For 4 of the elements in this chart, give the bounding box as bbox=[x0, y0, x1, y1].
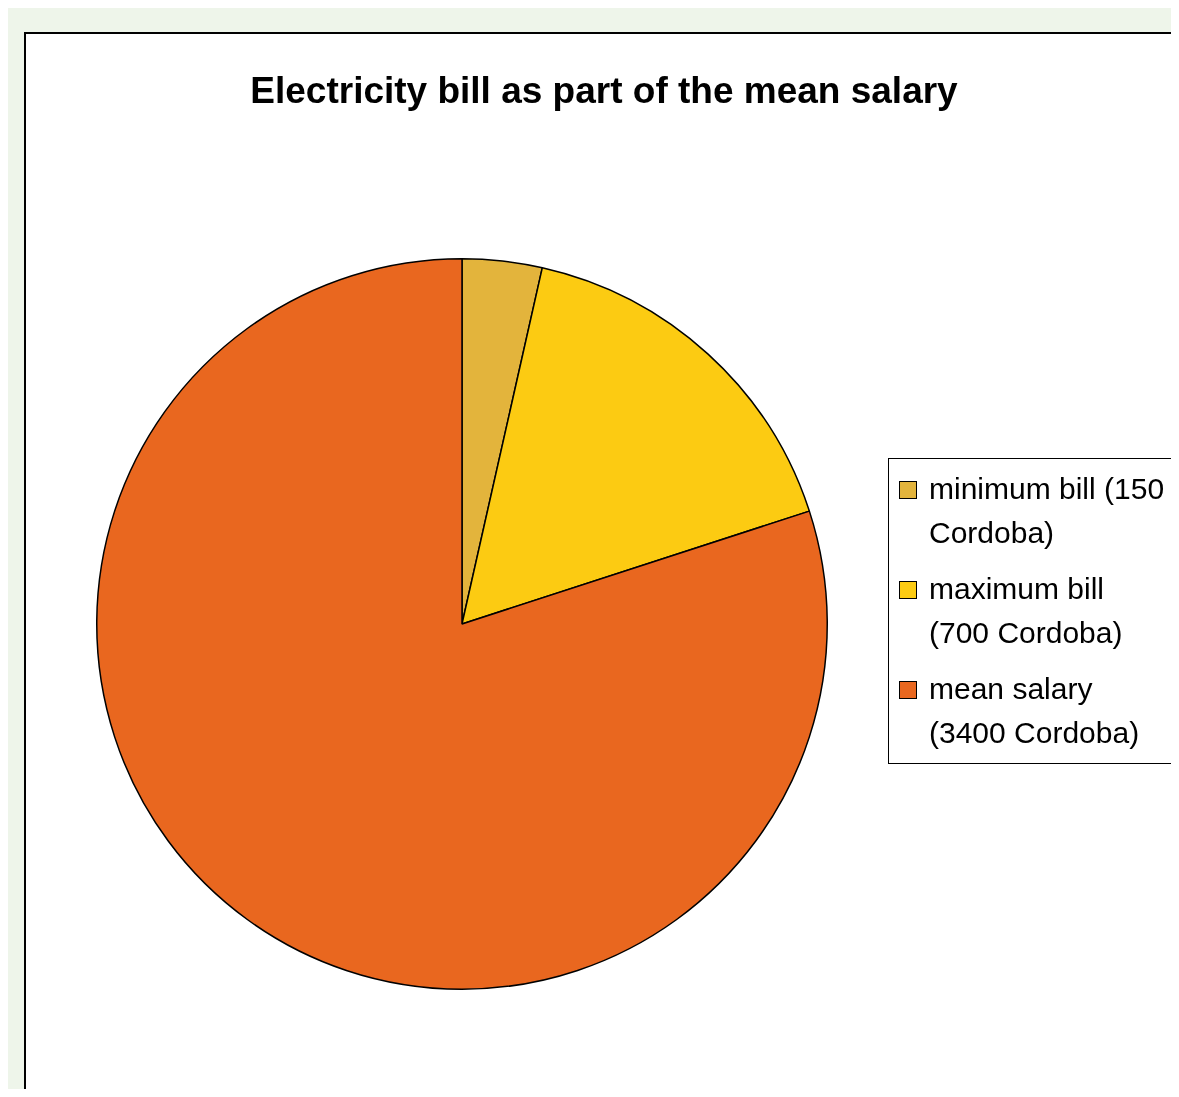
legend-label: mean salary (3400 Cordoba) bbox=[929, 671, 1141, 751]
chart-title: Electricity bill as part of the mean salary bbox=[249, 70, 959, 112]
legend-label: maximum bill (700 Cordoba) bbox=[929, 571, 1124, 651]
legend-label: minimum bill (150 Cordoba) bbox=[929, 471, 1166, 551]
